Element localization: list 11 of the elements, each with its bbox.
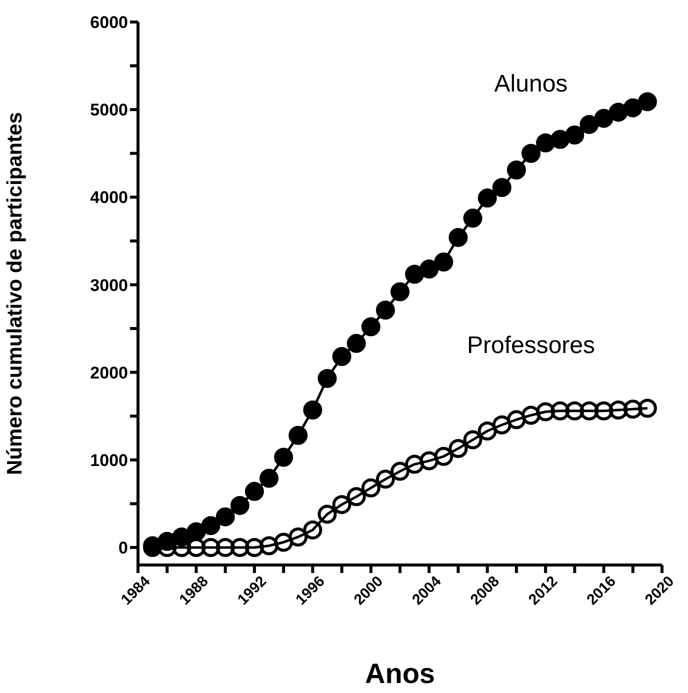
x-axis-title: Anos [365,658,435,689]
series-label: Professores [466,332,596,360]
y-axis-title: Número cumulativo de participantes [3,112,26,475]
y-tick-label: 1000 [90,450,128,470]
y-tick-label: 5000 [90,100,128,120]
series-label: Alunos [494,70,568,98]
y-tick-label: 2000 [90,363,128,382]
y-tick-label: 0 [118,538,128,558]
y-tick-label: 3000 [90,276,128,295]
y-tick-label: 6000 [90,13,128,32]
y-tick-label: 4000 [90,188,128,208]
